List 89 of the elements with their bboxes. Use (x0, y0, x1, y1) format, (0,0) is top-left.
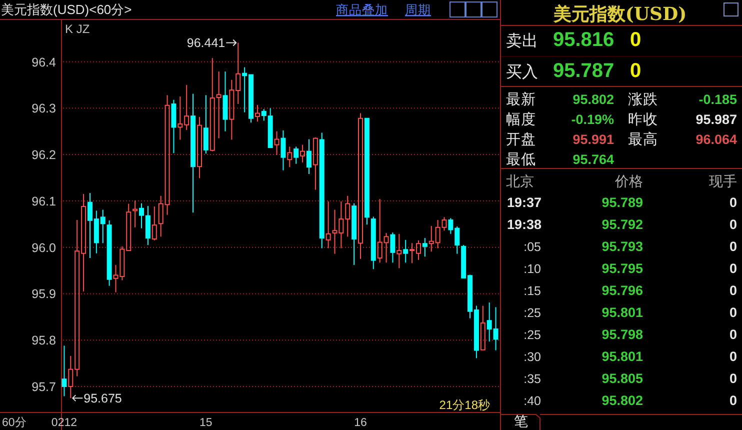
text: 95.987 (696, 112, 737, 127)
candlestick (396, 233, 402, 269)
text: 价格 (614, 173, 643, 189)
y-tick-label: 96.4 (32, 55, 56, 70)
candlestick (196, 116, 202, 179)
text: :25 (524, 306, 542, 320)
text: :25 (524, 328, 542, 342)
text: 现手 (709, 173, 737, 189)
text: 0 (729, 305, 737, 320)
text: 0 (630, 60, 642, 82)
candlestick (352, 202, 357, 266)
text: 95.793 (602, 239, 644, 254)
text: 最新 (506, 91, 536, 108)
x-tick-label: 16 (354, 417, 367, 429)
y-tick-label: 95.8 (32, 334, 56, 348)
text: 95.764 (572, 152, 614, 167)
candlestick (358, 112, 364, 260)
text: 0 (729, 349, 737, 364)
text: 幅度 (506, 111, 536, 128)
candlestick (319, 132, 324, 249)
candlestick (326, 200, 331, 249)
y-tick-label: 96.1 (32, 194, 56, 208)
text: :35 (524, 372, 542, 386)
candlestick (287, 146, 292, 168)
annotation: 95.675 (84, 392, 122, 406)
text: 商品叠加 (336, 3, 388, 17)
text: 美元指数(USD) (552, 4, 687, 25)
text: 95.795 (602, 261, 644, 276)
text: 开盘 (506, 131, 536, 148)
text: 0 (729, 195, 737, 210)
candlestick (190, 93, 196, 214)
text: 0 (729, 371, 737, 386)
y-tick-label: 95.9 (32, 287, 56, 302)
text: 96.064 (696, 132, 738, 147)
text: 0 (729, 261, 737, 276)
text: 涨跌 (628, 91, 658, 108)
text: 最高 (628, 131, 658, 148)
text: 最低 (506, 152, 536, 168)
candlestick (132, 200, 138, 228)
text: :40 (524, 394, 542, 408)
text: 95.801 (602, 305, 644, 320)
text: 95.805 (602, 371, 644, 386)
text: 95.991 (572, 132, 614, 147)
text: 95.802 (602, 393, 643, 408)
annotation: 21分18秒 (439, 398, 490, 412)
text: -0.19% (571, 112, 614, 127)
candlestick (222, 70, 228, 132)
candlestick (403, 239, 408, 264)
text: 0 (729, 239, 737, 254)
candlestick (300, 144, 306, 163)
text: :10 (524, 262, 542, 276)
x-tick-label: 15 (200, 417, 212, 429)
text: :30 (524, 350, 542, 364)
text: 0 (630, 29, 642, 51)
annotation: 96.441 (186, 36, 226, 50)
text: 0 (729, 217, 737, 232)
text: 卖出 (506, 32, 538, 50)
text: 昨收 (628, 111, 658, 128)
annotation: K JZ (65, 22, 90, 36)
text: 0 (729, 283, 737, 298)
text: 0 (729, 327, 737, 342)
candlestick (280, 130, 286, 171)
chart-title: 美元指数(USD)<60分> (1, 2, 132, 17)
text: 95.789 (602, 195, 643, 210)
candlestick (306, 138, 312, 175)
text: 60分 (2, 416, 27, 429)
text: 19:37 (507, 195, 542, 210)
text: 周期 (405, 3, 431, 17)
candlestick (62, 345, 67, 397)
text: 95.798 (602, 327, 644, 342)
text: 95.801 (602, 349, 644, 364)
text: 95.787 (553, 60, 614, 82)
text: 北京 (506, 173, 534, 189)
text: 95.796 (602, 283, 644, 298)
text: 95.802 (572, 92, 614, 107)
y-tick-label: 95.7 (32, 380, 56, 394)
text: -0.185 (698, 92, 738, 107)
text: 19:38 (507, 217, 542, 232)
text: :15 (524, 284, 542, 298)
y-tick-label: 96.3 (32, 102, 56, 116)
text: 买入 (506, 63, 538, 81)
candlestick (422, 238, 428, 258)
text: :05 (524, 240, 542, 254)
text: 95.816 (553, 29, 614, 51)
y-tick-label: 96.2 (32, 148, 56, 162)
y-tick-label: 96.0 (32, 240, 56, 255)
candlestick (254, 104, 260, 122)
text: 0 (729, 393, 737, 408)
text: 95.792 (602, 217, 643, 232)
